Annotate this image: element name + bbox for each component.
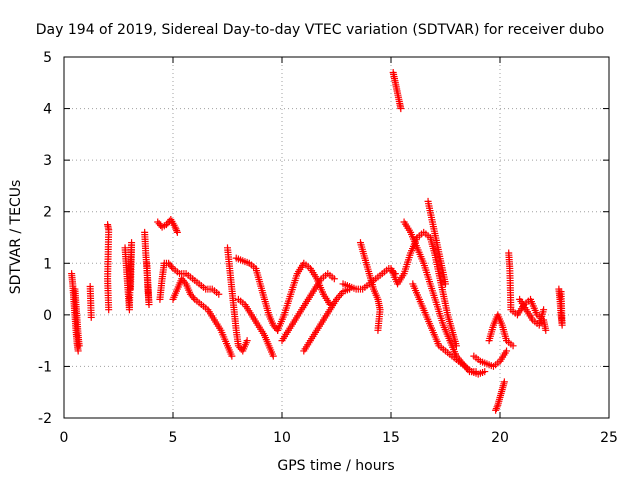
axis-ticks: 0 5 10 15 20 25 -2 -1 0 1 2 3 4 5 — [38, 50, 618, 446]
data-point — [557, 288, 565, 296]
data-point — [330, 275, 338, 283]
y-tick-label: 1 — [43, 256, 52, 272]
data-point — [126, 285, 134, 293]
y-tick-label: 5 — [43, 50, 52, 66]
data-point — [173, 227, 181, 235]
data-point — [374, 326, 382, 334]
data-point — [173, 228, 181, 236]
data-point — [493, 403, 501, 411]
data-point — [87, 313, 95, 321]
y-tick-label: -2 — [38, 411, 52, 427]
data-point — [540, 306, 548, 314]
data-point — [442, 280, 449, 288]
data-point — [143, 259, 151, 267]
data-point — [509, 342, 517, 350]
data-point — [397, 105, 405, 113]
y-axis-label: SDTVAR / TECUs — [8, 180, 24, 295]
y-tick-label: 4 — [43, 102, 52, 118]
x-tick-label: 15 — [382, 430, 400, 446]
x-tick-label: 5 — [169, 430, 178, 446]
y-tick-label: -1 — [38, 359, 52, 375]
data-point — [172, 225, 180, 233]
data-point — [503, 347, 511, 355]
data-point — [492, 406, 500, 414]
data-point — [74, 347, 82, 355]
x-tick-label: 10 — [273, 430, 291, 446]
data-points — [68, 68, 566, 414]
x-tick-label: 25 — [600, 430, 618, 446]
data-point — [105, 306, 113, 314]
grid-lines — [64, 57, 609, 418]
data-point — [181, 278, 189, 286]
data-point — [168, 263, 176, 271]
x-axis-label: GPS time / hours — [277, 458, 394, 474]
data-point — [189, 294, 197, 302]
chart-title: Day 194 of 2019, Sidereal Day-to-day VTE… — [36, 22, 604, 38]
data-point — [269, 352, 277, 360]
data-point — [500, 378, 508, 386]
x-tick-label: 20 — [491, 430, 509, 446]
plot-frame — [63, 56, 610, 419]
data-point — [171, 223, 179, 231]
data-point — [215, 290, 223, 298]
data-point — [243, 337, 251, 345]
y-tick-label: 3 — [43, 153, 52, 169]
y-tick-label: 0 — [43, 308, 52, 324]
data-point — [228, 352, 236, 360]
data-point — [481, 368, 489, 376]
x-tick-label: 0 — [60, 430, 69, 446]
data-point — [452, 342, 460, 350]
y-tick-label: 2 — [43, 205, 52, 221]
data-point — [542, 326, 550, 334]
data-point — [492, 405, 500, 413]
data-point — [75, 342, 83, 350]
